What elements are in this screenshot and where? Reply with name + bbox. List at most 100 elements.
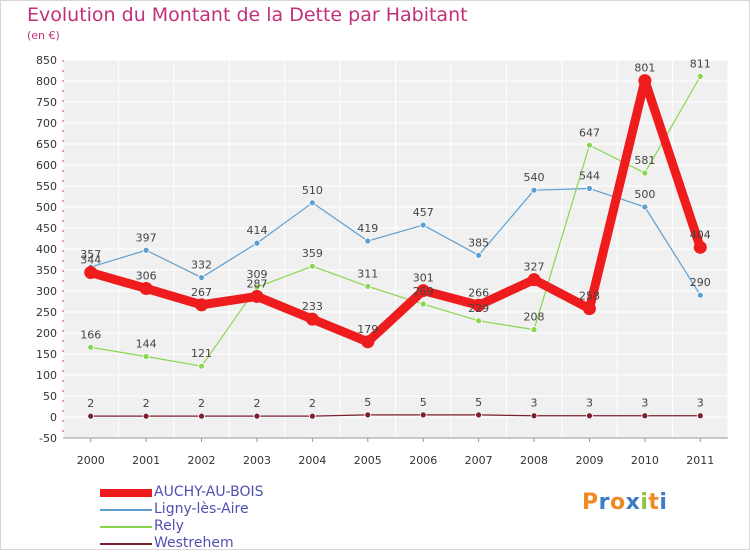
data-label-rely: 269 (413, 285, 434, 298)
data-point-auchy-au-bois (84, 266, 98, 280)
x-tick-label: 2009 (575, 454, 603, 467)
data-label-westrehem: 2 (87, 397, 94, 410)
data-label-auchy-au-bois: 266 (468, 286, 489, 299)
x-tick-label: 2005 (354, 454, 382, 467)
x-tick-label: 2011 (686, 454, 714, 467)
data-point-rely (87, 343, 95, 351)
x-tick-label: 2002 (188, 454, 216, 467)
data-point-ligny-l-s-aire (419, 221, 427, 229)
data-point-ligny-l-s-aire (253, 239, 261, 247)
data-label-westrehem: 5 (364, 396, 371, 409)
data-point-auchy-au-bois (139, 281, 153, 295)
chart-title: Evolution du Montant de la Dette par Hab… (27, 4, 468, 26)
data-label-rely: 359 (302, 247, 323, 260)
data-point-westrehem (198, 412, 205, 420)
data-label-ligny-l-s-aire: 414 (246, 224, 267, 237)
data-label-rely: 144 (136, 338, 157, 351)
data-point-ligny-l-s-aire (142, 246, 150, 254)
data-label-westrehem: 2 (253, 397, 260, 410)
data-label-westrehem: 2 (198, 397, 205, 410)
y-tick-label: 50 (43, 390, 57, 403)
data-label-westrehem: 3 (697, 397, 704, 410)
data-point-auchy-au-bois (527, 273, 541, 287)
logo-letter: P (582, 490, 599, 515)
data-point-auchy-au-bois (693, 240, 707, 254)
logo-letter: t (648, 490, 660, 515)
data-point-ligny-l-s-aire (696, 291, 704, 299)
legend-label-rely: Rely (154, 518, 184, 534)
series-line-ligny-l-s-aire (90, 187, 701, 296)
logo-letter: i (659, 490, 668, 515)
logo-letter: r (598, 490, 610, 515)
data-point-westrehem (419, 411, 427, 419)
data-label-ligny-l-s-aire: 290 (690, 276, 711, 289)
data-point-auchy-au-bois (361, 335, 375, 349)
data-point-ligny-l-s-aire (308, 199, 316, 207)
x-tick-label: 2008 (520, 454, 548, 467)
data-label-ligny-l-s-aire: 500 (634, 188, 655, 201)
data-point-rely (198, 362, 205, 370)
data-label-ligny-l-s-aire: 510 (302, 184, 323, 197)
data-label-auchy-au-bois: 306 (136, 269, 157, 282)
data-label-rely: 121 (191, 347, 212, 360)
series-line-auchy-au-bois (86, 76, 705, 347)
data-point-auchy-au-bois (638, 74, 652, 88)
x-tick-label: 2001 (132, 454, 160, 467)
y-tick-label: 850 (36, 54, 57, 67)
data-label-rely: 208 (524, 311, 545, 324)
y-tick-label: 500 (36, 201, 57, 214)
y-tick-label: -50 (39, 432, 57, 445)
y-tick-label: 400 (36, 243, 57, 256)
data-label-ligny-l-s-aire: 540 (524, 171, 545, 184)
y-tick-label: 200 (36, 327, 57, 340)
data-label-ligny-l-s-aire: 332 (191, 259, 212, 272)
data-point-auchy-au-bois (582, 302, 596, 316)
y-tick-label: 700 (36, 117, 57, 130)
data-label-auchy-au-bois: 801 (634, 62, 655, 75)
y-tick-label: 250 (36, 306, 57, 319)
data-point-ligny-l-s-aire (475, 251, 483, 259)
logo-letter: o (609, 490, 626, 515)
data-label-ligny-l-s-aire: 357 (80, 248, 101, 261)
y-tick-label: 300 (36, 285, 57, 298)
data-label-auchy-au-bois: 258 (579, 290, 600, 303)
x-tick-label: 2006 (409, 454, 437, 467)
data-point-rely (364, 282, 372, 290)
data-label-auchy-au-bois: 287 (246, 277, 267, 290)
data-label-rely: 811 (690, 57, 711, 70)
data-point-westrehem (87, 412, 95, 420)
data-label-auchy-au-bois: 327 (524, 261, 545, 274)
data-label-ligny-l-s-aire: 457 (413, 206, 434, 219)
data-point-ligny-l-s-aire (364, 237, 372, 245)
x-tick-label: 2004 (298, 454, 326, 467)
data-label-ligny-l-s-aire: 544 (579, 170, 600, 183)
data-point-rely (142, 353, 150, 360)
y-tick-label: 550 (36, 180, 57, 193)
x-tick-label: 2003 (243, 454, 271, 467)
data-point-westrehem (586, 412, 593, 420)
x-tick-label: 2010 (631, 454, 659, 467)
y-tick-label: 750 (36, 96, 57, 109)
data-point-auchy-au-bois (305, 312, 319, 326)
y-tick-label: 100 (36, 369, 57, 382)
data-point-rely (308, 262, 316, 270)
chart-unit-label: (en €) (27, 29, 60, 42)
data-point-westrehem (475, 411, 483, 419)
data-label-rely: 647 (579, 126, 600, 139)
data-point-ligny-l-s-aire (530, 186, 538, 194)
data-label-westrehem: 3 (641, 397, 648, 410)
data-label-auchy-au-bois: 404 (690, 228, 711, 241)
data-point-rely (530, 326, 538, 334)
series-line-westrehem (90, 414, 701, 417)
legend-swatch-ligny (100, 509, 152, 511)
data-point-auchy-au-bois (416, 284, 430, 298)
data-point-westrehem (253, 412, 261, 420)
legend-swatch-westrehem (100, 543, 152, 545)
y-tick-label: 150 (36, 348, 57, 361)
data-label-westrehem: 3 (586, 397, 593, 410)
data-label-westrehem: 5 (475, 396, 482, 409)
data-label-rely: 309 (246, 268, 267, 281)
data-label-westrehem: 2 (309, 397, 316, 410)
data-label-ligny-l-s-aire: 419 (357, 222, 378, 235)
